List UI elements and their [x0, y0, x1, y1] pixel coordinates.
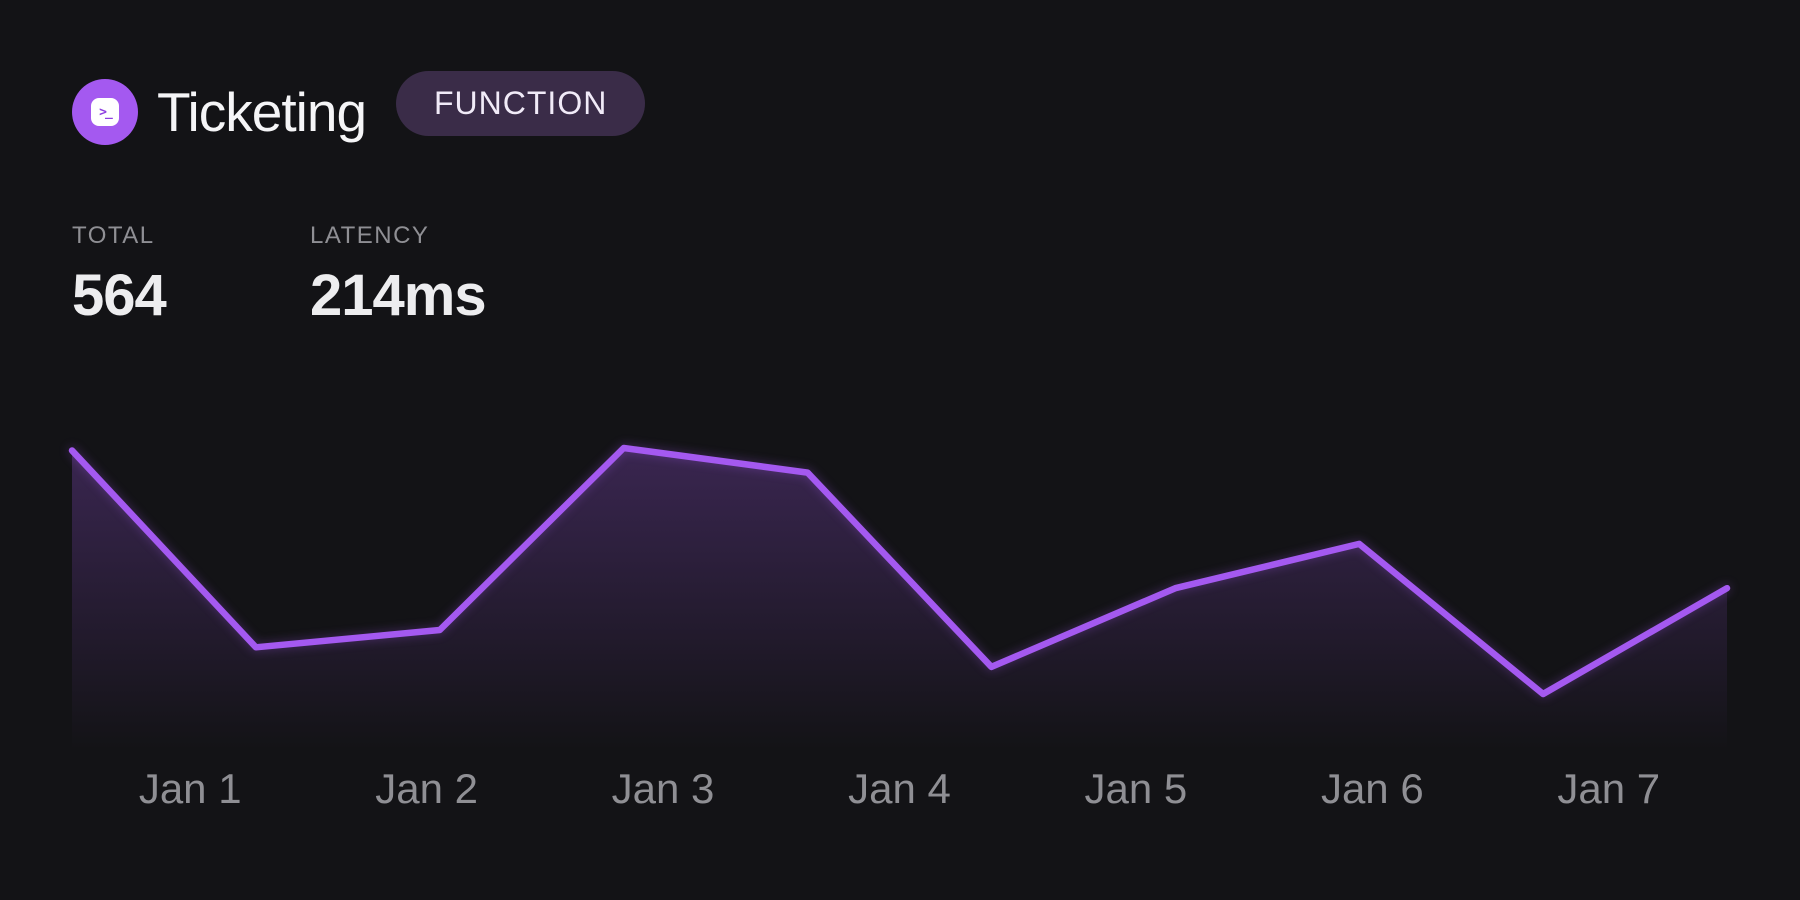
x-axis-label: Jan 2	[375, 765, 478, 812]
volume-area-chart	[68, 380, 1731, 750]
stat-latency-label: LATENCY	[310, 222, 430, 249]
function-terminal-icon: >_	[72, 79, 138, 145]
function-type-badge: FUNCTION	[396, 71, 646, 136]
stat-total: TOTAL 564	[72, 222, 310, 329]
stat-total-label: TOTAL	[72, 222, 155, 249]
stats-row: TOTAL 564 LATENCY 214ms	[72, 222, 548, 329]
stat-total-value: 564	[72, 263, 167, 328]
x-axis-label: Jan 7	[1557, 765, 1661, 812]
stat-latency: LATENCY 214ms	[310, 222, 548, 329]
x-axis-labels: Jan 1 Jan 2 Jan 3 Jan 4 Jan 5 Jan 6 Jan 7	[72, 765, 1727, 813]
x-axis-label: Jan 6	[1320, 765, 1424, 812]
chart-canvas	[68, 444, 1731, 750]
page-title: Ticketing	[157, 81, 367, 143]
terminal-prompt-glyph: >_	[99, 104, 113, 120]
x-axis-label: Jan 3	[611, 765, 715, 812]
x-axis-label: Jan 5	[1084, 765, 1188, 812]
chart-area-fill	[72, 448, 1727, 750]
chart-line	[68, 444, 1731, 698]
stat-latency-value: 214ms	[310, 263, 487, 328]
x-axis-label: Jan 4	[848, 765, 951, 812]
terminal-icon-box: >_	[91, 98, 119, 126]
x-axis-label: Jan 1	[138, 765, 242, 812]
